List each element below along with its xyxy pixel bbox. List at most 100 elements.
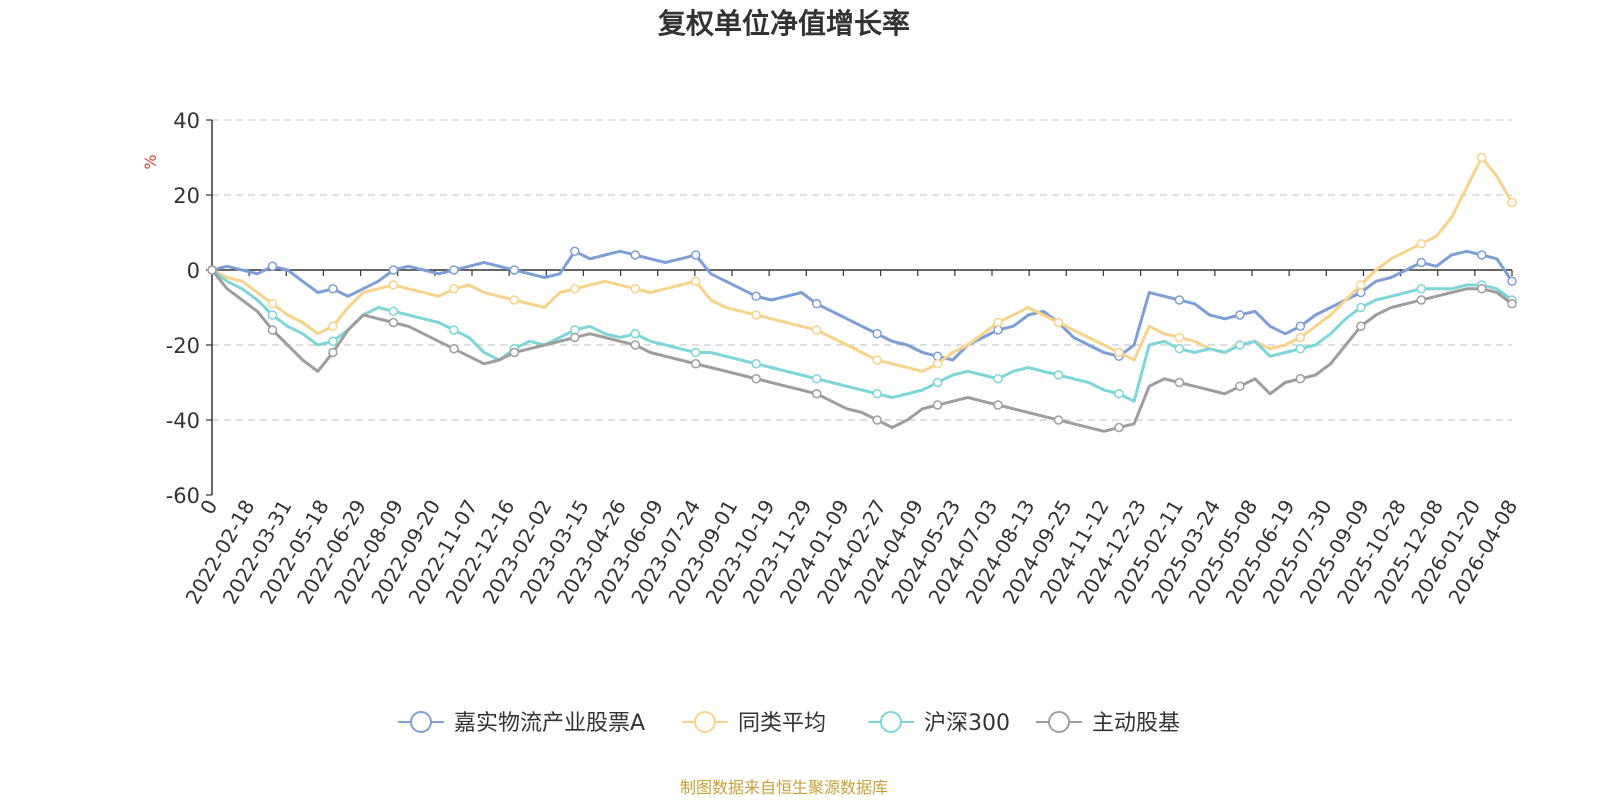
data-point (751, 374, 761, 384)
data-point (1477, 152, 1487, 163)
data-point (328, 321, 338, 331)
data-point (328, 336, 338, 346)
data-point (932, 359, 943, 369)
data-point (1174, 344, 1185, 354)
data-point (1114, 422, 1124, 433)
data-point (388, 280, 399, 290)
data-point (267, 310, 278, 320)
data-point (207, 265, 217, 275)
data-point (932, 377, 943, 388)
data-point (932, 400, 943, 410)
data-point (1235, 340, 1245, 350)
data-point (570, 284, 580, 294)
data-point (690, 276, 701, 286)
y-tick-label: 20 (173, 184, 200, 208)
data-point (449, 265, 459, 275)
data-point (1416, 284, 1427, 294)
data-point (993, 317, 1003, 328)
data-point (509, 295, 520, 305)
data-point (449, 344, 459, 354)
data-point (1356, 280, 1366, 290)
series-path (211, 249, 1514, 362)
data-point (1477, 284, 1487, 294)
data-point (1295, 374, 1306, 384)
data-point (388, 317, 399, 328)
data-point (1356, 321, 1366, 331)
series-lines (207, 152, 1517, 433)
data-point (993, 374, 1003, 384)
legend-label: 同类平均 (738, 711, 826, 736)
data-point (267, 299, 278, 309)
data-point (1295, 321, 1306, 331)
data-point (328, 347, 338, 358)
data-point (630, 340, 641, 350)
data-point (1114, 347, 1124, 358)
legend-label: 主动股基 (1092, 711, 1180, 736)
data-point (1416, 239, 1427, 249)
data-point (811, 299, 822, 309)
data-point (811, 325, 822, 335)
data-point (267, 261, 278, 271)
data-point (690, 250, 701, 260)
data-point (872, 415, 882, 425)
data-point (690, 359, 701, 369)
legend-item[interactable]: 嘉实物流产业股票A (398, 711, 645, 736)
data-point (751, 359, 761, 369)
data-point (1295, 332, 1306, 343)
data-point (570, 246, 580, 256)
data-point (388, 306, 399, 316)
data-point (509, 265, 520, 275)
data-point (1053, 415, 1064, 425)
data-point (509, 347, 520, 358)
series-path (211, 268, 1513, 403)
legend-item[interactable]: 主动股基 (1036, 711, 1180, 736)
data-point (328, 284, 338, 294)
data-point (1053, 370, 1064, 380)
data-point (1477, 250, 1487, 260)
legend-item[interactable]: 沪深300 (868, 711, 1010, 736)
data-point (811, 389, 822, 399)
legend-item[interactable]: 同类平均 (682, 711, 826, 736)
data-point (1507, 276, 1517, 286)
data-point (751, 310, 761, 320)
legend[interactable]: 嘉实物流产业股票A 同类平均 沪深300 主动股基 (398, 711, 1180, 736)
data-point (449, 284, 459, 294)
data-point (872, 389, 882, 399)
y-tick-label: -60 (166, 484, 200, 508)
data-point (1416, 295, 1427, 305)
data-point (630, 329, 641, 339)
y-tick-label: -40 (166, 409, 200, 433)
y-tick-label: 40 (173, 109, 200, 133)
data-point (1235, 310, 1245, 320)
legend-label: 沪深300 (924, 711, 1010, 736)
legend-marker-icon (410, 711, 432, 733)
series-line (207, 152, 1517, 373)
y-axis-unit-label: % (141, 154, 160, 169)
data-point (751, 291, 761, 301)
data-point (1174, 295, 1185, 305)
data-point (872, 329, 882, 339)
y-tick-label: -20 (166, 334, 200, 358)
legend-marker-icon (694, 711, 716, 733)
data-point (570, 332, 580, 343)
data-point (1174, 332, 1185, 343)
data-point (267, 325, 278, 335)
data-point (690, 347, 701, 358)
data-point (1235, 381, 1245, 391)
data-point (1174, 377, 1185, 388)
data-point (630, 284, 641, 294)
y-tick-label: 0 (187, 259, 200, 283)
x-tick-label: 0 (195, 496, 222, 519)
data-point (630, 250, 641, 260)
series-path (211, 156, 1514, 373)
source-note: 制图数据来自恒生聚源数据库 (680, 778, 888, 797)
series-path (210, 269, 1513, 433)
data-point (811, 374, 822, 384)
legend-marker-icon (1048, 711, 1070, 733)
data-point (388, 265, 399, 275)
grid-lines (212, 119, 1512, 421)
axes: 40200-20-40-6002022-02-182022-03-312022-… (166, 109, 1523, 608)
legend-label: 嘉实物流产业股票A (454, 711, 645, 736)
data-point (1295, 344, 1306, 354)
